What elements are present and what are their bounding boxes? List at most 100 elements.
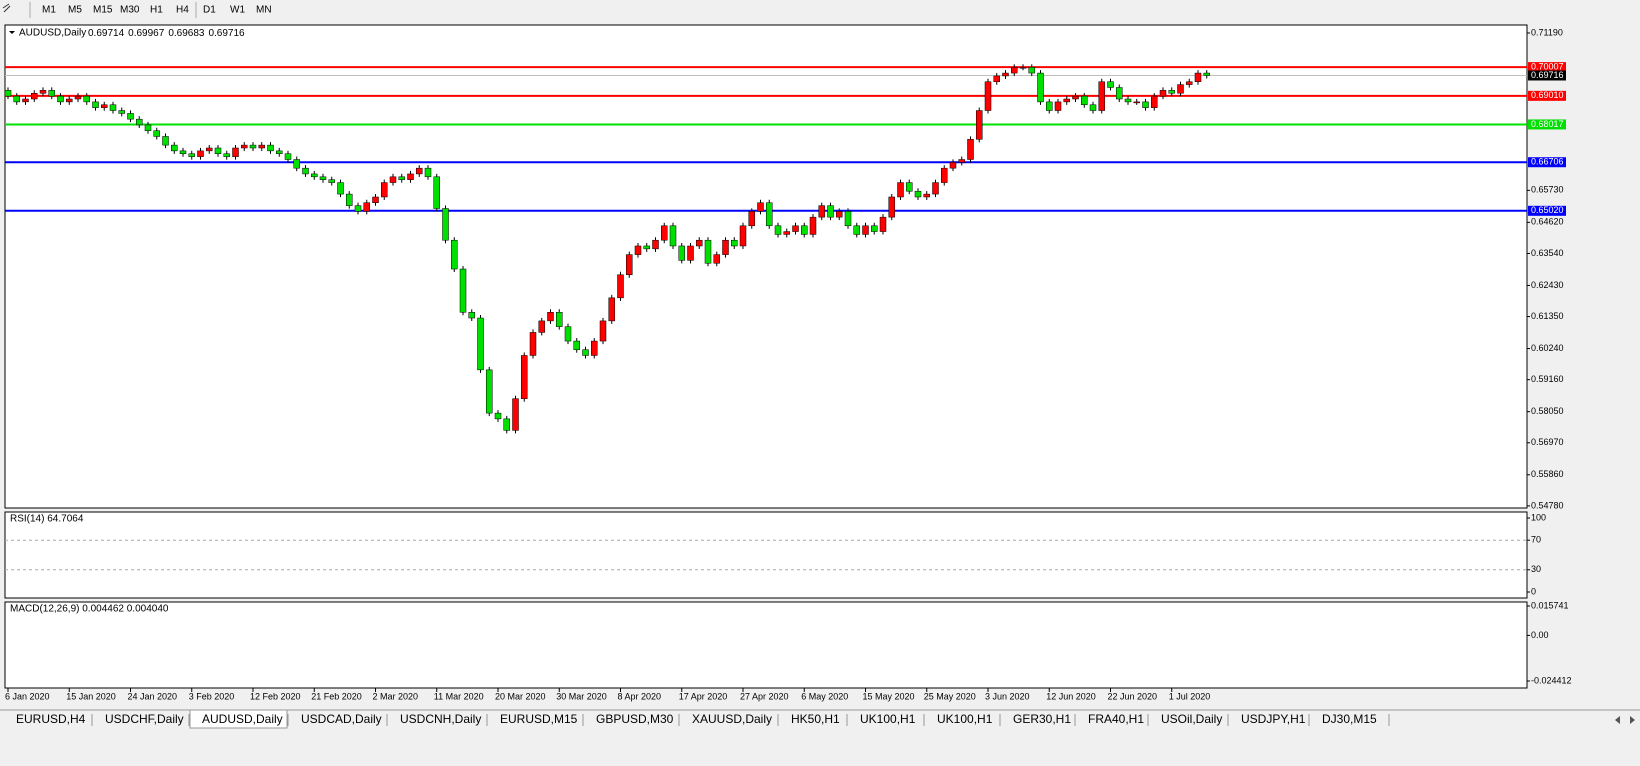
candle-body <box>433 176 440 209</box>
tab[interactable] <box>848 712 923 730</box>
candle-body <box>188 153 195 157</box>
tab-label[interactable]: XAUUSD,Daily <box>692 712 772 726</box>
tab-label[interactable]: EURUSD,H4 <box>16 712 86 726</box>
tab-scroll[interactable] <box>1615 716 1635 724</box>
timeframe-label[interactable]: H4 <box>176 5 189 16</box>
timeframe-button[interactable] <box>224 2 248 18</box>
tab-label[interactable]: GER30,H1 <box>1013 712 1071 726</box>
tab-label[interactable]: AUDUSD,Daily <box>202 712 283 726</box>
toolbar <box>0 0 1640 20</box>
tab-label[interactable]: DJ30,M15 <box>1322 712 1377 726</box>
candle-body <box>836 211 843 218</box>
tab-label[interactable]: USDCNH,Daily <box>400 712 481 726</box>
candle-body <box>1011 67 1018 74</box>
candle-body <box>984 81 992 111</box>
tab[interactable] <box>1229 712 1308 730</box>
candle-body <box>1028 67 1035 74</box>
tab-label[interactable]: GBPUSD,M30 <box>596 712 674 726</box>
timeframe-label[interactable]: H1 <box>150 5 163 16</box>
tab-label[interactable]: HK50,H1 <box>791 712 840 726</box>
candle-body <box>372 196 379 203</box>
tab[interactable] <box>680 712 777 730</box>
timeframe-button[interactable] <box>250 2 274 18</box>
x-tick-label: 17 Apr 2020 <box>679 691 728 701</box>
timeframe-label[interactable]: M1 <box>42 5 56 16</box>
tab[interactable] <box>925 712 999 730</box>
tab[interactable] <box>289 712 386 730</box>
rsi-tick-label: 100 <box>1531 512 1546 522</box>
candle-body <box>809 216 817 235</box>
tab[interactable] <box>1076 712 1147 730</box>
candle-body <box>162 136 169 146</box>
y-tick-label: 0.64620 <box>1531 217 1564 227</box>
tab[interactable] <box>1001 712 1074 730</box>
candle-body <box>879 216 887 232</box>
rsi-tick-label: 30 <box>1531 564 1541 574</box>
tab[interactable] <box>189 709 288 729</box>
candle-body <box>398 176 405 180</box>
candle-body <box>503 418 510 431</box>
candle-body <box>451 239 458 270</box>
timeframe-label[interactable]: MN <box>256 5 272 16</box>
tab-label[interactable]: USDCHF,Daily <box>105 712 184 726</box>
candle-body <box>232 147 239 157</box>
header-value: 0.69714 <box>88 28 125 39</box>
tab[interactable] <box>1149 712 1227 730</box>
candle-body <box>853 225 860 235</box>
y-tick-label: 0.56970 <box>1531 437 1564 447</box>
timeframe-button[interactable] <box>36 2 60 18</box>
candle-body <box>1002 72 1009 77</box>
timeframe-label[interactable]: M30 <box>120 5 140 16</box>
candle-body <box>1133 101 1140 104</box>
timeframe-label[interactable]: W1 <box>230 5 245 16</box>
candle-body <box>1046 101 1053 111</box>
x-tick-label: 3 Jun 2020 <box>985 691 1030 701</box>
timeframe-button[interactable] <box>114 2 138 18</box>
candle-body <box>214 147 222 155</box>
tab[interactable] <box>488 712 582 730</box>
macd-label: MACD(12,26,9) 0.004462 0.004040 <box>10 604 169 615</box>
candle-body <box>774 225 782 235</box>
timeframe-label[interactable]: M15 <box>93 5 113 16</box>
tab[interactable] <box>4 712 91 730</box>
candle-body <box>993 75 1000 82</box>
tab-label[interactable]: USDCAD,Daily <box>301 712 382 726</box>
tab-label[interactable]: UK100,H1 <box>937 712 993 726</box>
timeframe-button[interactable] <box>170 2 194 18</box>
timeframe-button[interactable] <box>62 2 86 18</box>
candle-body <box>923 193 930 198</box>
tab-label[interactable]: FRA40,H1 <box>1088 712 1144 726</box>
candle-body <box>739 225 747 247</box>
tab-label[interactable]: USOil,Daily <box>1161 712 1222 726</box>
candle-body <box>757 202 764 212</box>
candle-body <box>599 320 607 342</box>
timeframe-button[interactable] <box>197 2 221 18</box>
candle-body <box>1072 95 1079 100</box>
tab-label[interactable]: EURUSD,M15 <box>500 712 578 726</box>
candle-body <box>932 182 939 195</box>
timeframe-button[interactable] <box>144 2 168 18</box>
chart-menu-arrow[interactable] <box>9 31 15 34</box>
timeframe-label[interactable]: D1 <box>203 5 216 16</box>
candle-body <box>696 239 703 247</box>
tab[interactable] <box>779 712 846 730</box>
candle-body <box>1054 101 1062 111</box>
tab-label[interactable]: UK100,H1 <box>860 712 916 726</box>
tab[interactable] <box>584 712 678 730</box>
x-tick-label: 20 Mar 2020 <box>495 691 546 701</box>
macd-tick-label: 0.015741 <box>1531 600 1569 610</box>
candle-body <box>1194 72 1202 82</box>
tab[interactable] <box>93 712 188 730</box>
candle-body <box>1124 98 1132 103</box>
level-label: 0.69010 <box>1531 90 1564 100</box>
candle-body <box>1063 98 1070 103</box>
timeframe-button[interactable] <box>87 2 111 18</box>
candle-body <box>57 95 64 103</box>
tab[interactable] <box>388 712 486 730</box>
x-tick-label: 3 Feb 2020 <box>189 691 235 701</box>
current-price-box <box>1528 70 1566 81</box>
timeframe-label[interactable]: M5 <box>68 5 82 16</box>
tab[interactable] <box>1310 712 1388 730</box>
toolbar-icon <box>2 3 11 13</box>
tab-label[interactable]: USDJPY,H1 <box>1241 712 1306 726</box>
